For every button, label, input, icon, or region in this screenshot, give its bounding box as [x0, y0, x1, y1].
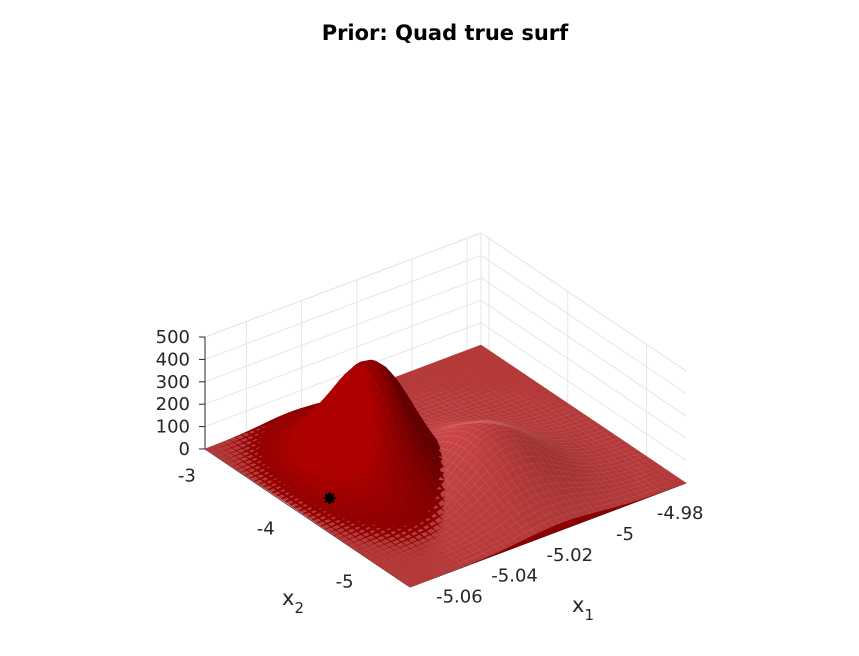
z-tick-label: 300 [156, 372, 190, 393]
z-tick-label: 200 [156, 394, 190, 415]
side-wall-gridline [480, 322, 687, 462]
x-tick-label: -5.02 [547, 545, 594, 566]
side-wall-gridline [480, 299, 687, 439]
side-wall-gridline [480, 254, 687, 394]
back-wall-gridline [204, 299, 482, 405]
x-tick-label: -5.06 [436, 586, 483, 607]
chart-title: Prior: Quad true surf [322, 21, 569, 45]
back-wall-gridline [204, 277, 482, 383]
y-tick-label: -4 [257, 518, 275, 539]
y-tick-label: -3 [178, 465, 196, 486]
z-tick-label: 400 [156, 349, 190, 370]
back-wall-gridline [204, 322, 482, 428]
side-wall-gridline [480, 277, 687, 417]
surface-plots [204, 344, 687, 588]
marker-points [323, 492, 336, 505]
x-axis-label: x1 [572, 593, 594, 624]
marker-point [323, 492, 336, 505]
back-edge-gridline [480, 232, 687, 372]
x-tick-label: -5 [616, 524, 634, 545]
z-tick-label: 100 [156, 417, 190, 438]
y-tick-label: -5 [336, 571, 354, 592]
x-tick-label: -4.98 [657, 503, 704, 524]
y-axis-label: x2 [282, 586, 304, 617]
back-wall-gridline [204, 254, 482, 360]
z-tick-label: 0 [179, 439, 190, 460]
z-tick-label: 500 [156, 327, 190, 348]
back-edge-gridline [204, 232, 482, 338]
x-tick-label: -5.04 [491, 566, 538, 587]
